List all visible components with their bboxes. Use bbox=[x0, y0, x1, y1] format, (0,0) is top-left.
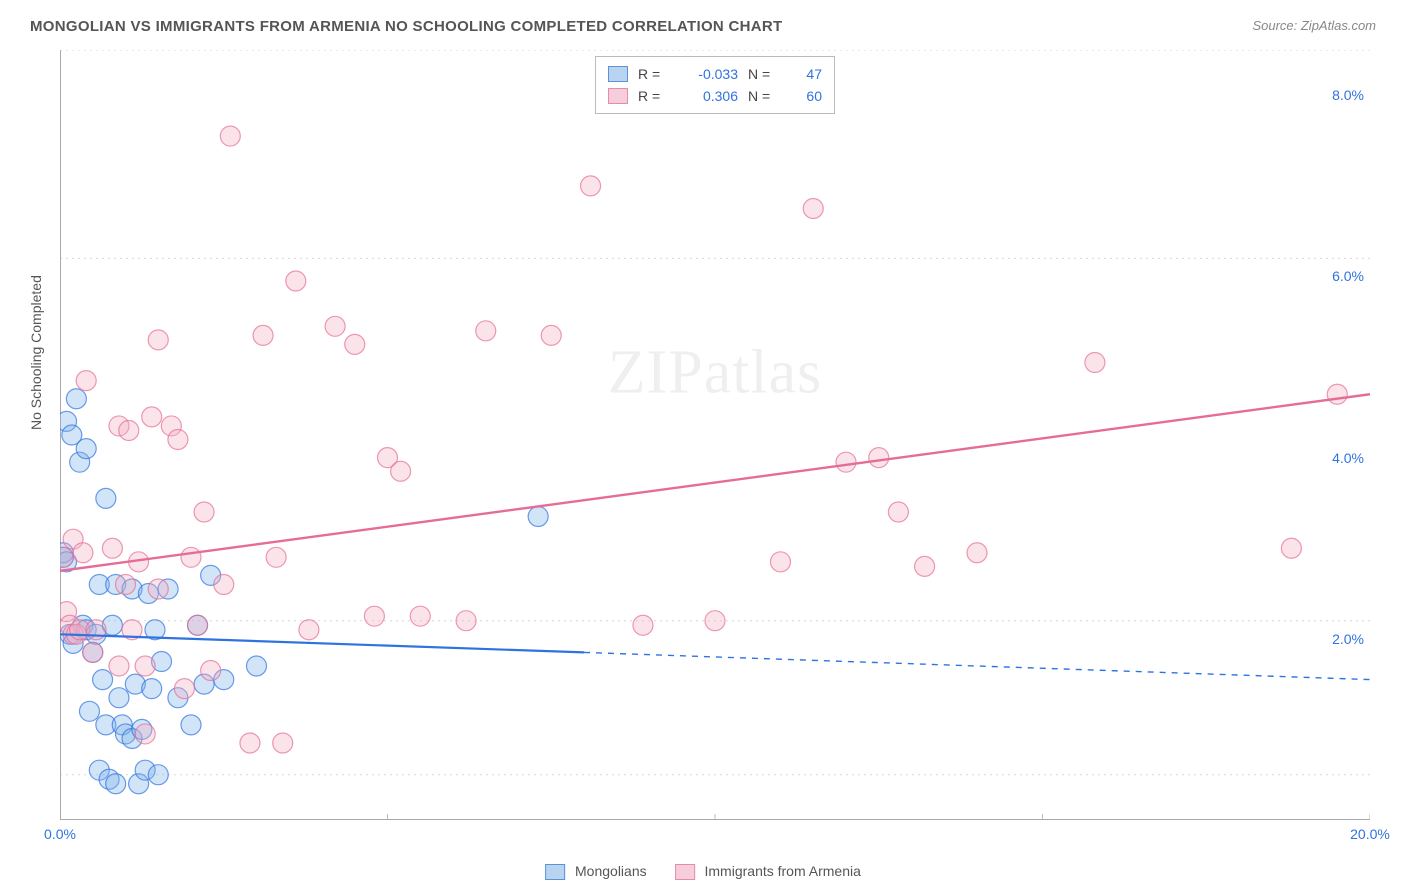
y-tick-label: 6.0% bbox=[1332, 268, 1364, 284]
y-tick-label: 8.0% bbox=[1332, 87, 1364, 103]
legend-swatch-pink bbox=[608, 88, 628, 104]
legend-r-label: R = bbox=[638, 63, 672, 85]
legend-swatch-blue bbox=[608, 66, 628, 82]
legend-swatch-pink bbox=[675, 864, 695, 880]
legend-n-value: 47 bbox=[792, 63, 822, 85]
y-tick-label: 2.0% bbox=[1332, 631, 1364, 647]
y-axis-label: No Schooling Completed bbox=[28, 275, 44, 430]
legend-r-value: 0.306 bbox=[682, 85, 738, 107]
legend-stats-row: R = -0.033 N = 47 bbox=[608, 63, 822, 85]
legend-bottom: Mongolians Immigrants from Armenia bbox=[545, 863, 861, 880]
legend-n-value: 60 bbox=[792, 85, 822, 107]
chart-plot-area: ZIPatlas R = -0.033 N = 47 R = 0.306 N =… bbox=[60, 50, 1370, 820]
scatter-svg bbox=[60, 50, 1370, 820]
legend-n-label: N = bbox=[748, 85, 782, 107]
legend-n-label: N = bbox=[748, 63, 782, 85]
legend-r-value: -0.033 bbox=[682, 63, 738, 85]
legend-item: Immigrants from Armenia bbox=[675, 863, 861, 880]
x-tick-label: 20.0% bbox=[1350, 826, 1390, 842]
legend-label: Mongolians bbox=[575, 863, 647, 879]
legend-stats-row: R = 0.306 N = 60 bbox=[608, 85, 822, 107]
legend-label: Immigrants from Armenia bbox=[705, 863, 861, 879]
y-tick-label: 4.0% bbox=[1332, 450, 1364, 466]
legend-item: Mongolians bbox=[545, 863, 647, 880]
legend-swatch-blue bbox=[545, 864, 565, 880]
legend-r-label: R = bbox=[638, 85, 672, 107]
legend-stats: R = -0.033 N = 47 R = 0.306 N = 60 bbox=[595, 56, 835, 114]
chart-title: MONGOLIAN VS IMMIGRANTS FROM ARMENIA NO … bbox=[30, 18, 783, 35]
x-tick-label: 0.0% bbox=[44, 826, 76, 842]
source-label: Source: ZipAtlas.com bbox=[1252, 18, 1376, 33]
